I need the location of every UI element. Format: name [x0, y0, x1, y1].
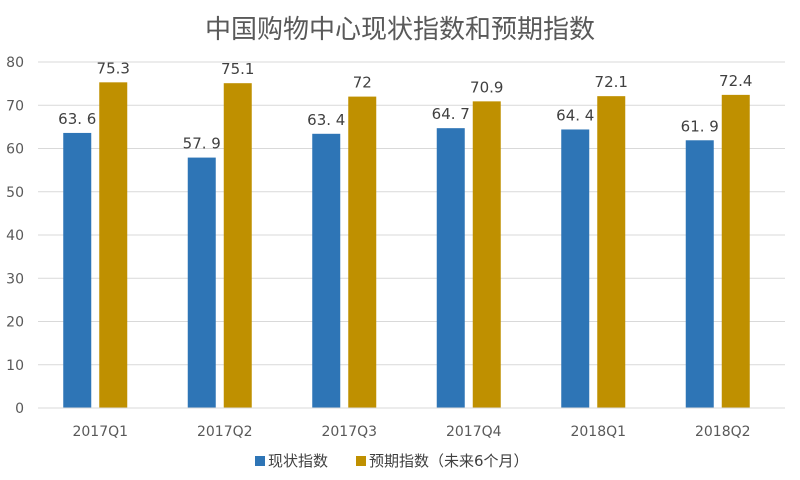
- y-tick-label: 10: [6, 358, 24, 374]
- legend-swatch-current: [255, 456, 265, 466]
- bars: [63, 82, 750, 409]
- y-tick-label: 70: [6, 98, 24, 114]
- y-tick-label: 80: [6, 55, 24, 71]
- y-tick-label: 40: [6, 228, 24, 244]
- x-tick-label: 2017Q2: [197, 424, 253, 440]
- bar-current-index: [187, 157, 216, 408]
- legend-label-expected: 预期指数（未来6个月）: [369, 452, 529, 470]
- data-label-expected: 72.1: [595, 73, 628, 91]
- y-axis-ticks: 0 10 20 30 40 50 60 70 80: [6, 55, 24, 417]
- bar-expected-index: [348, 96, 377, 408]
- x-tick-label: 2017Q1: [72, 424, 128, 440]
- data-label-expected: 72.4: [719, 72, 752, 90]
- chart-title: 中国购物中心现状指数和预期指数: [205, 15, 595, 45]
- legend-swatch-expected: [356, 456, 366, 466]
- bar-expected-index: [597, 96, 626, 408]
- x-tick-label: 2017Q3: [321, 424, 377, 440]
- y-tick-label: 20: [6, 315, 24, 331]
- data-label-current: 63. 6: [58, 110, 96, 128]
- y-tick-label: 0: [15, 401, 24, 417]
- bar-expected-index: [721, 94, 750, 409]
- bar-expected-index: [472, 101, 501, 409]
- y-tick-label: 60: [6, 142, 24, 158]
- data-label-current: 57. 9: [183, 135, 221, 153]
- data-label-expected: 72: [353, 74, 372, 92]
- y-tick-label: 50: [6, 185, 24, 201]
- x-tick-label: 2017Q4: [446, 424, 502, 440]
- data-label-expected: 75.3: [97, 59, 130, 77]
- x-tick-label: 2018Q1: [570, 424, 626, 440]
- bar-expected-index: [223, 83, 252, 408]
- bar-current-index: [312, 133, 341, 409]
- x-axis-ticks: 2017Q1 2017Q2 2017Q3 2017Q4 2018Q1 2018Q2: [72, 424, 750, 440]
- data-label-expected: 75.1: [221, 60, 254, 78]
- legend: 现状指数 预期指数（未来6个月）: [255, 452, 529, 470]
- data-label-expected: 70.9: [470, 78, 503, 96]
- y-tick-label: 30: [6, 271, 24, 287]
- bar-current-index: [436, 128, 465, 409]
- gridlines: [38, 61, 785, 366]
- legend-label-current: 现状指数: [268, 452, 328, 470]
- bar-current-index: [685, 140, 714, 408]
- data-label-current: 64. 4: [556, 106, 594, 124]
- data-label-current: 63. 4: [307, 111, 345, 129]
- bar-current-index: [561, 129, 590, 408]
- bar-expected-index: [99, 82, 128, 408]
- data-label-current: 61. 9: [681, 117, 719, 135]
- x-tick-label: 2018Q2: [695, 424, 751, 440]
- bar-current-index: [63, 132, 92, 408]
- data-label-current: 64. 7: [432, 105, 470, 123]
